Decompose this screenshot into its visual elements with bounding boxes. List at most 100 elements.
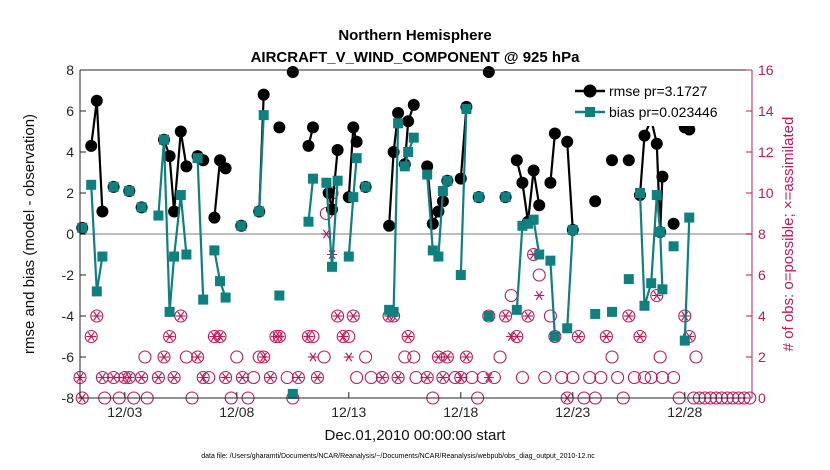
obs-assimilated-marker-43: [455, 372, 466, 383]
bias-point-15-0: [360, 181, 371, 192]
rmse-point-24-1: [548, 127, 561, 140]
rmse-point-5-3: [174, 125, 187, 138]
obs-assimilated-marker-14: [192, 352, 203, 362]
bias-point-25-0: [562, 323, 573, 334]
bias-line-segment-6: [196, 158, 205, 300]
obs-assimilated-stroke: [434, 352, 442, 362]
obs-assimilated-stroke: [313, 372, 321, 383]
bias-point-23-4: [534, 249, 545, 260]
bias-point-31-0: [679, 335, 690, 346]
obs-possible-marker-2: [84, 329, 98, 344]
obs-possible-marker-15: [157, 350, 171, 364]
obs-assimilated-stroke: [423, 372, 431, 383]
rmse-point-28-0: [622, 154, 635, 167]
legend-bias-marker: [585, 107, 595, 117]
rmse-point-1-0: [85, 139, 98, 152]
chart-subtitle: AIRCRAFT_V_WIND_COMPONENT @ 925 hPa: [251, 49, 581, 66]
obs-assimilated-stroke: [194, 352, 202, 362]
y-tick-label-left-7: 6: [66, 103, 74, 119]
bias-line-segment-29: [638, 192, 664, 307]
bias-point-23-0: [511, 304, 522, 315]
rmse-point-7-0: [208, 211, 221, 224]
legend-box: [573, 78, 738, 126]
obs-possible-marker-51: [359, 350, 373, 364]
bias-point-18-0: [422, 169, 433, 180]
obs-assimilated-stroke: [222, 372, 230, 383]
obs-assimilated-stroke: [574, 331, 582, 342]
bias-point-18-2: [433, 251, 444, 262]
bias-point-13-0: [321, 177, 332, 188]
obs-possible-marker-49: [346, 309, 360, 323]
obs-possible-marker-4: [95, 370, 109, 385]
bias-point-27-0: [607, 306, 617, 317]
obs-assimilated-stroke: [524, 311, 532, 321]
rmse-point-7-2: [219, 162, 232, 175]
rmse-point-5-2: [168, 205, 181, 218]
y-tick-label-left-2: -4: [62, 308, 75, 324]
bias-point-20-0: [473, 192, 484, 203]
obs-possible-marker-94: [605, 350, 619, 364]
rmse-line-segment-29: [638, 118, 664, 234]
obs-possible-marker-81: [532, 268, 546, 282]
rmse-point-18-1: [426, 217, 439, 230]
obs-possible-marker-58: [401, 329, 415, 344]
obs-possible-marker-34: [263, 370, 277, 385]
y-tick-label-right-1: 2: [758, 349, 766, 365]
bias-point-17-1: [403, 147, 414, 157]
obs-possible-marker-22: [196, 370, 210, 385]
obs-possible-marker-79: [521, 309, 535, 323]
bias-point-29-5: [657, 284, 668, 295]
obs-assimilated-stroke: [125, 372, 133, 383]
obs-assimilated-marker-20: [258, 352, 269, 362]
bias-point-7-0: [209, 245, 220, 256]
obs-assimilated-stroke: [138, 372, 146, 383]
obs-assimilated-stroke: [636, 331, 644, 342]
bias-point-18-3: [437, 185, 448, 196]
rmse-point-23-3: [527, 164, 540, 177]
rmse-point-13-2: [331, 143, 344, 156]
obs-assimilated-marker-9: [153, 372, 164, 383]
rmse-point-9-1: [257, 88, 270, 101]
obs-assimilated-marker-19: [237, 372, 248, 383]
obs-assimilated-marker-55: [601, 331, 612, 342]
bias-point-23-2: [523, 218, 533, 229]
obs-assimilated-marker-10: [159, 352, 169, 362]
bias-point-24-0: [545, 255, 556, 266]
bias-point-19-1: [461, 103, 472, 114]
obs-assimilated-stroke: [462, 352, 470, 362]
rmse-point-12-0: [302, 139, 315, 152]
bias-point-6-1: [198, 294, 209, 305]
y-tick-label-right-7: 14: [758, 103, 774, 119]
obs-assimilated-marker-4: [97, 372, 108, 383]
obs-assimilated-stroke: [93, 311, 101, 321]
bias-point-5-2: [164, 306, 175, 317]
obs-assimilated-marker-7: [124, 372, 135, 383]
bias-point-9-1: [258, 110, 269, 121]
bias-point-29-1: [639, 300, 650, 311]
bias-point-1-2: [97, 251, 108, 262]
bias-point-16-2: [393, 118, 404, 129]
obs-assimilated-marker-32: [343, 352, 354, 362]
obs-assimilated-stroke: [305, 331, 312, 342]
rmse-point-18-0: [421, 160, 434, 173]
chart-title: Northern Hemisphere: [338, 27, 491, 44]
bias-line-segment-5: [157, 138, 188, 313]
obs-possible-marker-19: [179, 350, 193, 364]
obs-assimilated-marker-46: [500, 311, 511, 321]
y-tick-label-right-6: 12: [758, 144, 774, 160]
y-axis-label-left: rmse and bias (model - observation): [21, 114, 38, 354]
obs-assimilated-marker-2: [86, 331, 97, 342]
obs-possible-marker-21: [191, 350, 205, 364]
obs-possible-marker-104: [655, 370, 669, 385]
obs-assimilated-stroke: [170, 372, 178, 383]
obs-assimilated-marker-27: [312, 372, 323, 383]
obs-possible-marker-60: [409, 370, 423, 385]
rmse-point-23-4: [533, 199, 546, 212]
obs-assimilated-marker-41: [437, 372, 448, 383]
bias-point-18-4: [442, 175, 453, 186]
bias-point-10-0: [274, 290, 285, 301]
bias-point-5-0: [153, 210, 164, 221]
obs-possible-marker-102: [650, 288, 664, 303]
obs-possible-marker-57: [398, 350, 412, 364]
rmse-point-21-0: [482, 66, 495, 79]
